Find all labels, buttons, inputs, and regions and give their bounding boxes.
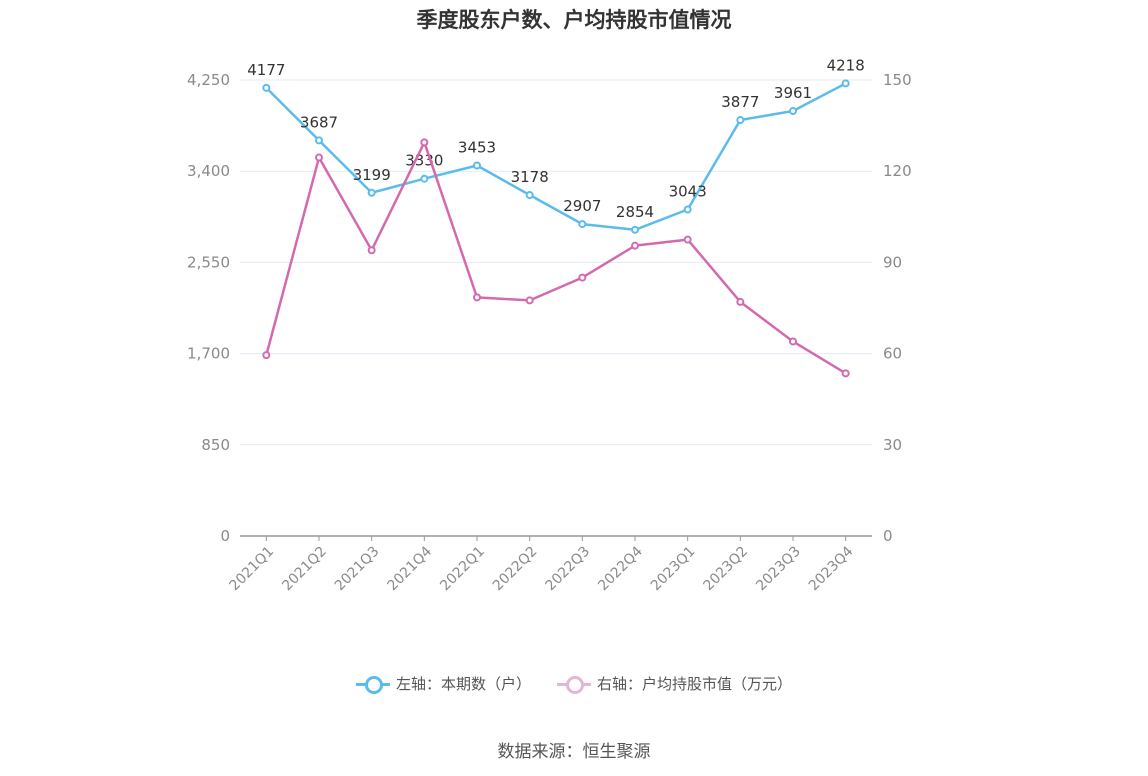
right-axis-tick-label: 150 [883, 71, 912, 89]
data-point-households [841, 79, 850, 88]
legend-marker-left-icon [355, 674, 390, 694]
x-axis-tick-label: 2021Q1 [227, 544, 278, 595]
right-axis-tick-label: 30 [883, 436, 902, 454]
x-axis-tick-label: 2021Q4 [385, 543, 436, 594]
series-line-households [265, 82, 847, 232]
left-axis-tick-label: 3,400 [187, 162, 230, 180]
data-point-households [315, 136, 323, 145]
data-point-avg-value [841, 369, 850, 378]
data-point-households [473, 161, 481, 170]
legend: 左轴：本期数（户） 右轴：户均持股市值（万元） [0, 673, 1148, 694]
data-point-households [262, 83, 271, 92]
left-axis-tick-label: 850 [201, 436, 230, 454]
data-label: 3330 [405, 152, 443, 170]
legend-label-left: 左轴：本期数（户） [395, 675, 531, 693]
data-point-avg-value [578, 273, 587, 282]
legend-label-right: 右轴：户均持股市值（万元） [597, 675, 793, 693]
data-label: 3687 [300, 113, 338, 131]
right-axis-tick-label: 90 [883, 253, 902, 271]
data-point-households [367, 188, 376, 197]
x-axis-tick-label: 2022Q3 [543, 544, 594, 595]
data-label: 4218 [827, 56, 865, 74]
x-axis-tick-label: 2023Q2 [701, 544, 752, 595]
data-point-avg-value [315, 153, 323, 162]
data-label: 2854 [616, 203, 654, 221]
data-point-households [525, 191, 534, 200]
data-point-households [736, 116, 745, 125]
data-point-avg-value [631, 241, 639, 250]
data-point-avg-value [525, 296, 534, 305]
legend-marker-right-icon [557, 674, 591, 694]
data-point-households [420, 174, 429, 183]
data-point-avg-value [367, 246, 376, 255]
right-axis-tick-label: 0 [883, 527, 893, 545]
data-label: 3178 [511, 168, 549, 186]
series-line-avg-value [265, 141, 847, 375]
x-axis-tick-label: 2023Q4 [806, 543, 857, 594]
data-label: 3877 [721, 93, 759, 111]
data-label: 3199 [353, 166, 391, 184]
data-point-avg-value [789, 337, 797, 346]
x-axis-tick-label: 2022Q2 [490, 544, 541, 595]
x-axis-tick-label: 2021Q3 [332, 544, 383, 595]
data-point-avg-value [683, 235, 692, 244]
left-axis-tick-label: 0 [220, 527, 230, 545]
left-axis-tick-label: 4,250 [187, 71, 230, 89]
data-point-avg-value [473, 293, 481, 302]
data-label: 2907 [563, 197, 601, 215]
x-axis-tick-label: 2021Q2 [279, 544, 330, 595]
data-point-avg-value [736, 297, 745, 306]
left-axis-tick-label: 1,700 [187, 345, 230, 363]
data-label: 3043 [669, 183, 707, 201]
data-point-households [683, 205, 692, 214]
data-point-avg-value [420, 138, 429, 147]
data-label: 3453 [458, 139, 496, 157]
x-axis-tick-label: 2023Q3 [753, 544, 804, 595]
data-label: 4177 [247, 61, 285, 79]
chart-title: 季度股东户数、户均持股市值情况 [416, 8, 732, 32]
data-label: 3961 [774, 84, 812, 102]
x-axis-tick-label: 2022Q1 [437, 544, 488, 595]
left-axis-tick-label: 2,550 [187, 253, 230, 271]
right-axis-tick-label: 120 [883, 162, 912, 180]
right-axis-tick-label: 60 [883, 345, 902, 363]
line-chart: 0 0 850 30 1,700 60 2,550 90 3,400 120 4,250 150 202… [187, 56, 912, 595]
data-source: 数据来源：恒生聚源 [497, 742, 651, 762]
data-point-households [789, 107, 797, 116]
x-axis-tick-label: 2022Q4 [595, 543, 646, 594]
legend-item-left-series[interactable]: 左轴：本期数（户） [355, 673, 531, 694]
data-point-avg-value [262, 351, 271, 360]
x-axis-tick-label: 2023Q1 [648, 544, 699, 595]
data-point-households [578, 220, 587, 229]
legend-item-right-series[interactable]: 右轴：户均持股市值（万元） [557, 673, 792, 694]
data-point-households [631, 225, 639, 234]
